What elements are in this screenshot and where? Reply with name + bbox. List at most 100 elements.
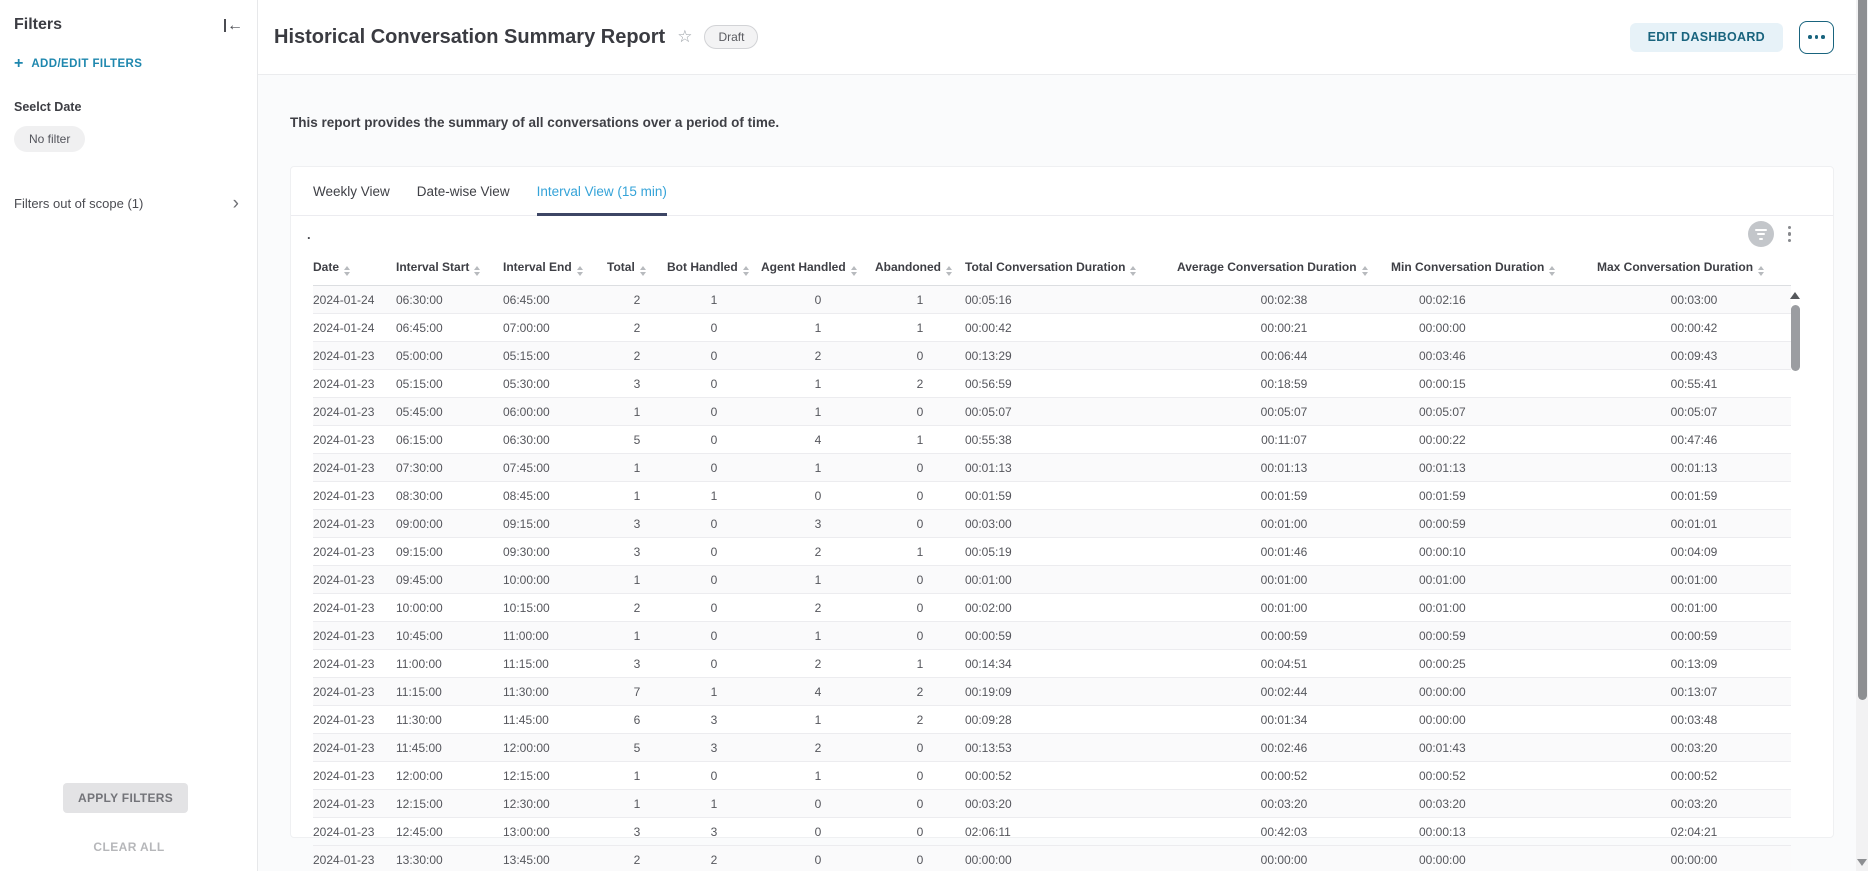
table-row: 2024-01-2309:00:0009:15:00303000:03:0000…: [313, 510, 1791, 538]
cell-total-conversation-duration: 00:00:42: [965, 314, 1177, 342]
sort-icon[interactable]: [851, 266, 857, 276]
sort-icon[interactable]: [1758, 266, 1764, 276]
cell-min-conversation-duration: 00:02:16: [1391, 286, 1597, 314]
filter-group-select-date: Seelct Date No filter: [14, 100, 243, 152]
cell-average-conversation-duration: 00:00:59: [1177, 622, 1391, 650]
sort-icon[interactable]: [474, 266, 480, 276]
cell-bot-handled: 0: [667, 426, 761, 454]
sort-icon[interactable]: [1549, 266, 1555, 276]
cell-total: 2: [607, 286, 667, 314]
cell-average-conversation-duration: 00:02:46: [1177, 734, 1391, 762]
no-filter-chip[interactable]: No filter: [14, 126, 85, 152]
column-header-min-conversation-duration[interactable]: Min Conversation Duration: [1391, 252, 1597, 286]
sort-icon[interactable]: [1130, 266, 1136, 276]
column-header-bot-handled[interactable]: Bot Handled: [667, 252, 761, 286]
cell-total: 1: [607, 566, 667, 594]
cell-interval-start: 06:30:00: [396, 286, 503, 314]
table-scroll-thumb[interactable]: [1791, 305, 1800, 371]
cell-interval-start: 13:30:00: [396, 846, 503, 871]
cell-bot-handled: 0: [667, 538, 761, 566]
cell-interval-start: 05:15:00: [396, 370, 503, 398]
cell-abandoned: 0: [875, 846, 965, 871]
cell-abandoned: 0: [875, 818, 965, 846]
cell-date: 2024-01-23: [313, 846, 396, 871]
tab-weekly-view[interactable]: Weekly View: [313, 167, 390, 215]
cell-interval-start: 11:45:00: [396, 734, 503, 762]
cell-min-conversation-duration: 00:00:52: [1391, 762, 1597, 790]
cell-date: 2024-01-23: [313, 454, 396, 482]
cell-interval-end: 06:45:00: [503, 286, 607, 314]
page-title: Historical Conversation Summary Report: [274, 26, 665, 49]
collapse-sidebar-icon[interactable]: ←: [224, 19, 243, 32]
cell-bot-handled: 0: [667, 370, 761, 398]
cell-average-conversation-duration: 00:02:44: [1177, 678, 1391, 706]
cell-date: 2024-01-23: [313, 762, 396, 790]
cell-total: 2: [607, 342, 667, 370]
table-menu-icon[interactable]: [1786, 224, 1794, 245]
cell-average-conversation-duration: 00:01:00: [1177, 566, 1391, 594]
filters-out-of-scope-row[interactable]: Filters out of scope (1) ›: [14, 196, 243, 211]
edit-dashboard-button[interactable]: EDIT DASHBOARD: [1630, 23, 1783, 52]
column-header-average-conversation-duration[interactable]: Average Conversation Duration: [1177, 252, 1391, 286]
tab-interval-view-15-min-[interactable]: Interval View (15 min): [537, 167, 667, 215]
column-header-abandoned[interactable]: Abandoned: [875, 252, 965, 286]
cell-min-conversation-duration: 00:01:59: [1391, 482, 1597, 510]
sort-icon[interactable]: [946, 266, 952, 276]
cell-min-conversation-duration: 00:00:25: [1391, 650, 1597, 678]
cell-interval-end: 13:45:00: [503, 846, 607, 871]
cell-abandoned: 0: [875, 622, 965, 650]
cell-abandoned: 2: [875, 370, 965, 398]
cell-min-conversation-duration: 00:01:00: [1391, 566, 1597, 594]
cell-interval-end: 12:15:00: [503, 762, 607, 790]
cell-interval-end: 09:30:00: [503, 538, 607, 566]
cell-bot-handled: 3: [667, 818, 761, 846]
cell-interval-start: 12:00:00: [396, 762, 503, 790]
window-scroll-down-arrow[interactable]: [1857, 859, 1867, 866]
cell-interval-end: 05:30:00: [503, 370, 607, 398]
sort-icon[interactable]: [344, 266, 350, 276]
cell-date: 2024-01-23: [313, 706, 396, 734]
add-edit-filters-button[interactable]: + ADD/EDIT FILTERS: [14, 58, 243, 70]
cell-abandoned: 0: [875, 594, 965, 622]
cell-abandoned: 0: [875, 454, 965, 482]
table-row: 2024-01-2312:15:0012:30:00110000:03:2000…: [313, 790, 1791, 818]
cell-average-conversation-duration: 00:18:59: [1177, 370, 1391, 398]
cell-total-conversation-duration: 00:01:59: [965, 482, 1177, 510]
sort-icon[interactable]: [1362, 266, 1368, 276]
widget-icons: [1748, 221, 1794, 247]
cell-max-conversation-duration: 00:13:09: [1597, 650, 1791, 678]
cell-bot-handled: 0: [667, 762, 761, 790]
tab-date-wise-view[interactable]: Date-wise View: [417, 167, 510, 215]
column-header-total[interactable]: Total: [607, 252, 667, 286]
more-options-button[interactable]: [1799, 21, 1834, 54]
window-scrollbar[interactable]: [1856, 0, 1868, 871]
cell-agent-handled: 0: [761, 790, 875, 818]
cell-max-conversation-duration: 00:13:07: [1597, 678, 1791, 706]
table-scroll-up-arrow[interactable]: [1790, 292, 1800, 299]
column-header-agent-handled[interactable]: Agent Handled: [761, 252, 875, 286]
cell-min-conversation-duration: 00:01:00: [1391, 594, 1597, 622]
sort-icon[interactable]: [743, 266, 749, 276]
cell-agent-handled: 4: [761, 426, 875, 454]
widget-bar: .: [291, 216, 1833, 252]
cell-agent-handled: 1: [761, 762, 875, 790]
column-header-interval-start[interactable]: Interval Start: [396, 252, 503, 286]
star-icon[interactable]: ☆: [677, 27, 692, 47]
column-header-date[interactable]: Date: [313, 252, 396, 286]
cell-min-conversation-duration: 00:05:07: [1391, 398, 1597, 426]
filters-title: Filters: [14, 16, 62, 34]
sort-icon[interactable]: [577, 266, 583, 276]
column-header-total-conversation-duration[interactable]: Total Conversation Duration: [965, 252, 1177, 286]
sort-icon[interactable]: [640, 266, 646, 276]
column-header-interval-end[interactable]: Interval End: [503, 252, 607, 286]
apply-filters-button[interactable]: APPLY FILTERS: [63, 783, 188, 813]
column-header-max-conversation-duration[interactable]: Max Conversation Duration: [1597, 252, 1791, 286]
table-scrollbar[interactable]: [1789, 292, 1801, 832]
clear-all-button[interactable]: CLEAR ALL: [0, 840, 258, 854]
table-filter-icon[interactable]: [1748, 221, 1774, 247]
window-scroll-thumb[interactable]: [1858, 0, 1867, 700]
cell-interval-start: 08:30:00: [396, 482, 503, 510]
cell-total: 1: [607, 622, 667, 650]
cell-agent-handled: 2: [761, 734, 875, 762]
cell-interval-end: 07:45:00: [503, 454, 607, 482]
